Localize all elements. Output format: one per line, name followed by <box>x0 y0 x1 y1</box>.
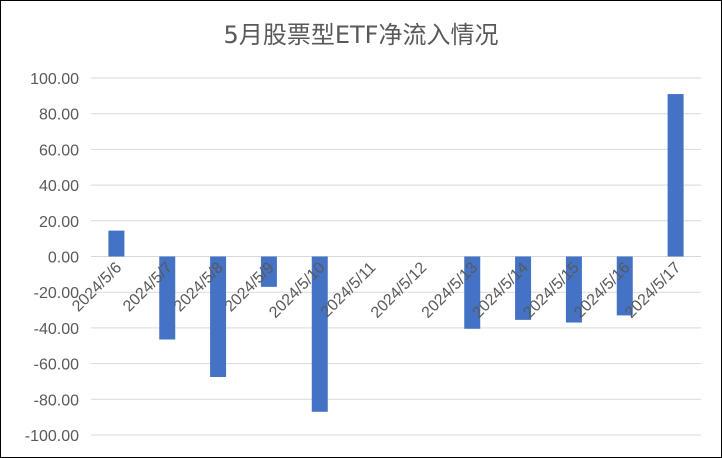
y-tick-label: 60.00 <box>39 142 79 159</box>
bar <box>616 256 633 316</box>
y-tick-label: 80.00 <box>39 107 79 124</box>
y-tick-label: -60.00 <box>34 357 79 374</box>
bar <box>210 256 227 377</box>
y-tick-label: -80.00 <box>34 392 79 409</box>
bar <box>108 230 125 257</box>
y-tick-label: 20.00 <box>39 214 79 231</box>
bar <box>515 256 532 320</box>
bar <box>311 256 328 412</box>
chart-title: 5月股票型ETF净流入情况 <box>223 21 499 49</box>
y-tick-label: -20.00 <box>34 285 79 302</box>
y-tick-label: -40.00 <box>34 321 79 338</box>
bar <box>260 256 277 287</box>
bar <box>464 256 481 329</box>
y-tick-label: 0.00 <box>48 250 79 267</box>
bar <box>159 256 176 340</box>
bar <box>565 256 582 323</box>
y-tick-label: 40.00 <box>39 178 79 195</box>
bar <box>667 94 684 257</box>
y-tick-label: -100.00 <box>25 428 79 445</box>
y-tick-label: 100.00 <box>30 71 79 88</box>
